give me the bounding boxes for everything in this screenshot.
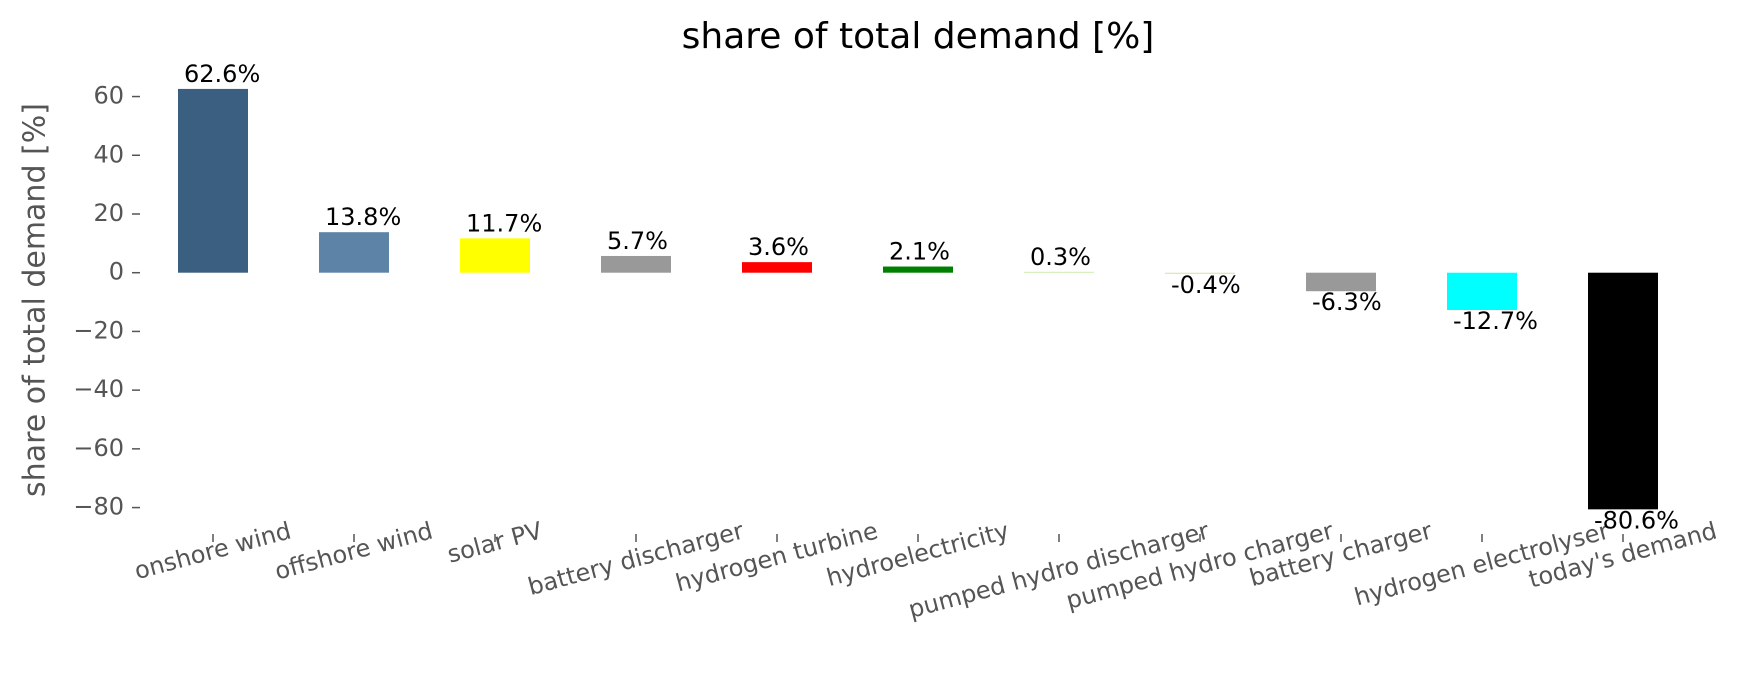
value-label: 5.7% xyxy=(607,227,668,255)
x-tick-label: offshore wind xyxy=(272,517,436,586)
y-tick-label: 60 xyxy=(93,82,124,110)
bar xyxy=(460,238,530,273)
y-tick-label: 20 xyxy=(93,199,124,227)
y-tick-label: −60 xyxy=(73,434,124,462)
value-label: 0.3% xyxy=(1030,243,1091,271)
bar xyxy=(1024,271,1094,273)
y-axis-label: share of total demand [%] xyxy=(18,103,53,497)
value-label: 11.7% xyxy=(466,209,542,237)
value-label: 2.1% xyxy=(889,238,950,266)
bar xyxy=(601,255,671,273)
bar xyxy=(319,232,389,273)
bar xyxy=(883,266,953,273)
value-label: -6.3% xyxy=(1312,288,1382,316)
y-tick-label: −20 xyxy=(73,316,124,344)
x-tick-label: solar PV xyxy=(444,516,545,568)
y-tick-label: 40 xyxy=(93,140,124,168)
value-label: -0.4% xyxy=(1171,271,1241,299)
value-label: -12.7% xyxy=(1453,307,1538,335)
value-label: 62.6% xyxy=(184,60,260,88)
bar xyxy=(1306,272,1376,292)
bar xyxy=(178,88,248,273)
value-label: -80.6% xyxy=(1594,506,1679,534)
y-tick-label: 0 xyxy=(109,258,124,286)
bar xyxy=(742,262,812,273)
value-label: 13.8% xyxy=(325,203,401,231)
bar xyxy=(1588,272,1658,510)
chart-title: share of total demand [%] xyxy=(682,16,1155,57)
value-label: 3.6% xyxy=(748,233,809,261)
bar xyxy=(1447,272,1517,310)
y-tick-label: −80 xyxy=(73,493,124,521)
x-tick-label: onshore wind xyxy=(131,517,294,586)
y-tick-label: −40 xyxy=(73,375,124,403)
bar xyxy=(1165,272,1235,274)
